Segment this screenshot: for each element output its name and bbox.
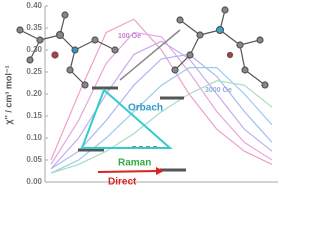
series-line xyxy=(50,53,273,170)
y-tick-label: 0.15 xyxy=(26,111,42,120)
molecule-left xyxy=(16,11,119,89)
y-tick-label: 0.10 xyxy=(26,133,42,142)
y-tick-label: 0.05 xyxy=(26,155,42,164)
annotation: Raman xyxy=(118,158,151,169)
series-line xyxy=(50,18,273,165)
y-tick-label: 0.20 xyxy=(26,89,42,98)
y-tick-label: 0.35 xyxy=(26,23,42,32)
energy-diagram xyxy=(78,29,186,175)
molecule-right xyxy=(171,6,269,89)
annotation: 3000 Oe xyxy=(205,87,232,94)
y-tick-label: 0.25 xyxy=(26,67,42,76)
series-line xyxy=(50,67,273,174)
series-line xyxy=(50,31,273,165)
annotation: Direct xyxy=(108,177,137,188)
annotation: Orbach xyxy=(128,103,163,114)
series-line xyxy=(50,80,273,174)
chart: χ'' / cm³ mol⁻¹ 0.00 0.05 0.10 0.15 0.20 0.25… xyxy=(3,1,278,188)
y-tick-label: 0.30 xyxy=(26,45,42,54)
series-line xyxy=(50,40,273,170)
annotation: 100 Oe xyxy=(118,33,141,40)
y-tick-label: 0.00 xyxy=(26,177,42,186)
y-tick-label: 0.40 xyxy=(26,1,42,10)
y-axis-label: χ'' / cm³ mol⁻¹ xyxy=(3,65,13,124)
plot-area: 0.00 0.05 0.10 0.15 0.20 0.25 0.30 0.35 0.40 xyxy=(26,1,278,186)
